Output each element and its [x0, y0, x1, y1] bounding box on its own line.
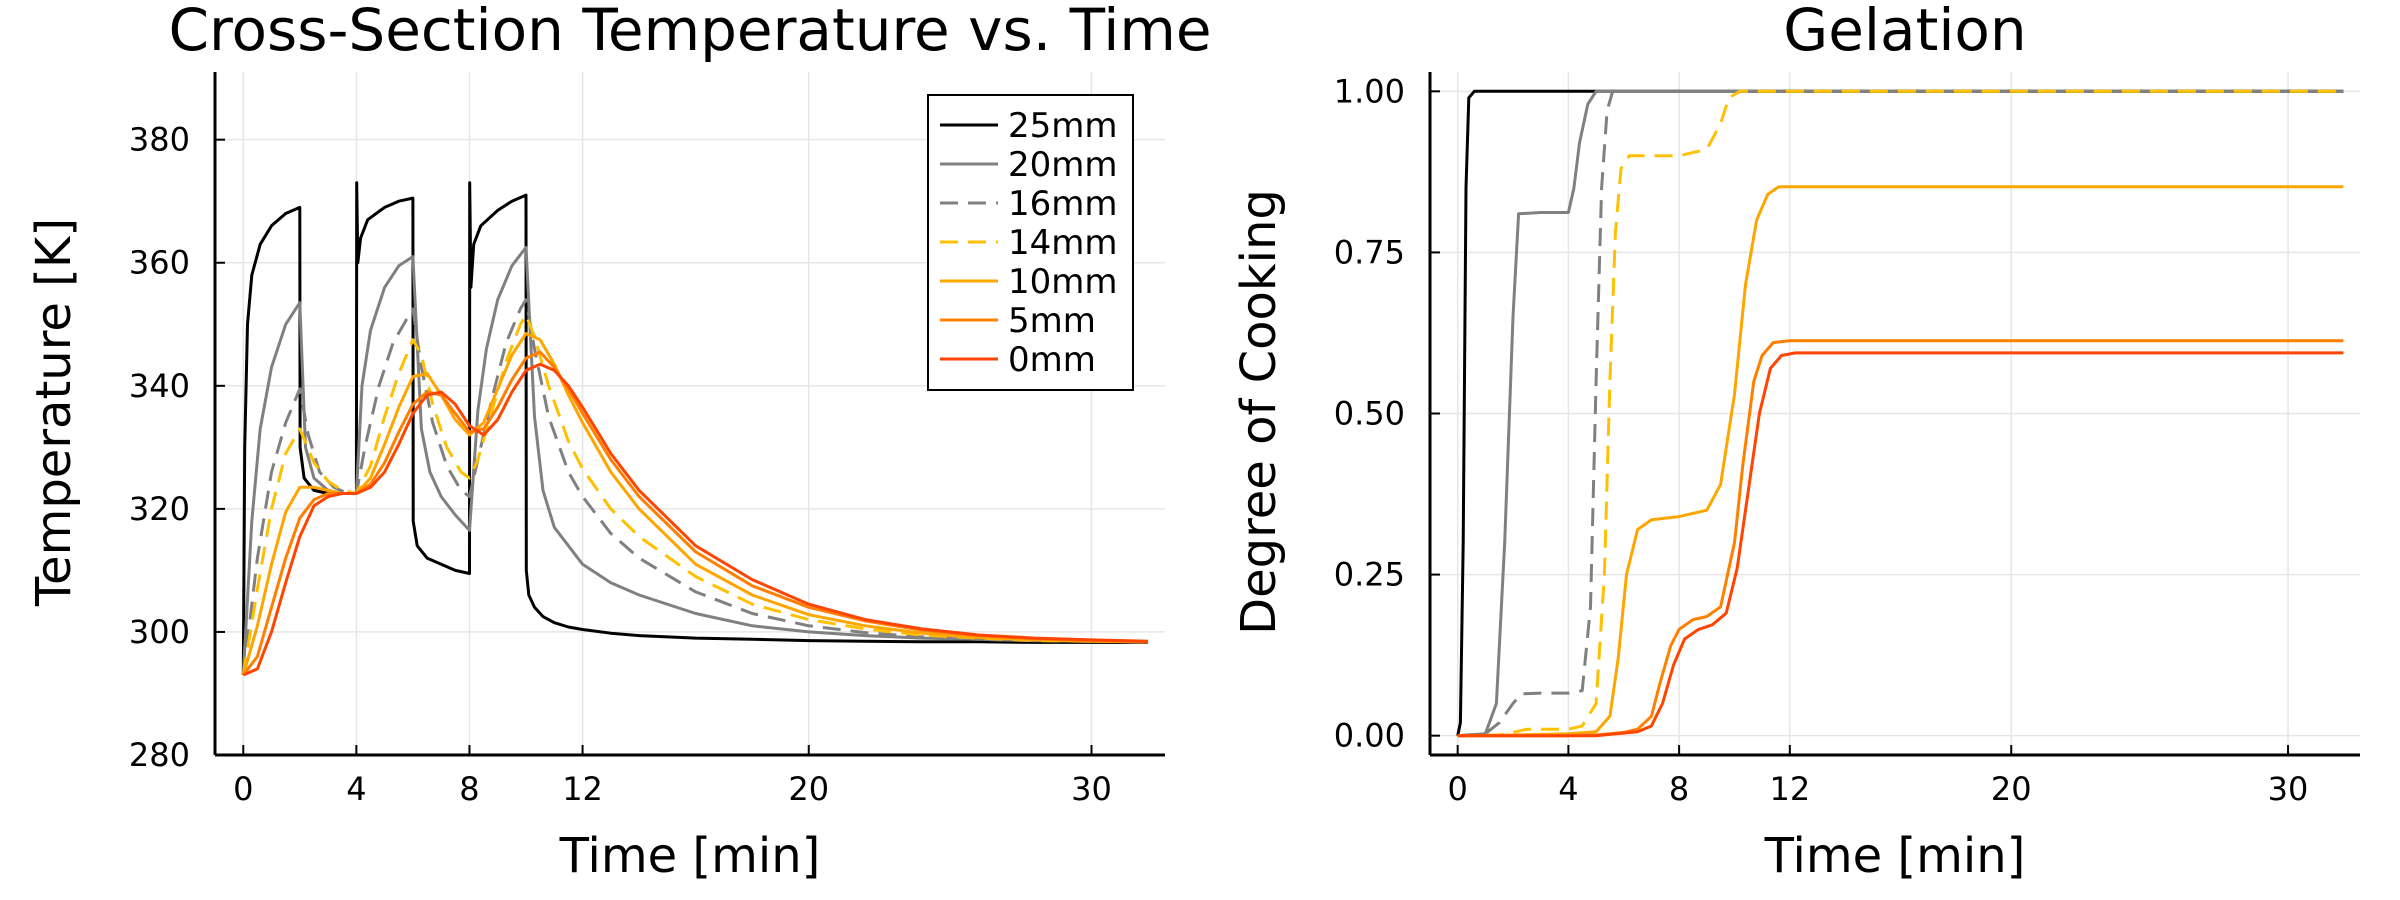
series-line-0mm: [1457, 351, 2344, 738]
y-tick-label: 300: [129, 613, 190, 651]
x-tick-label: 8: [459, 770, 479, 808]
x-tick-label: 30: [1071, 770, 1112, 808]
series-line-16mm: [1457, 89, 2344, 738]
series-line-20mm: [241, 245, 1149, 676]
x-axis-label: Time [min]: [559, 828, 821, 884]
series-line-10mm: [1457, 185, 2344, 738]
x-tick-label: 30: [2268, 770, 2309, 808]
legend-label-16mm: 16mm: [1008, 184, 1118, 224]
y-tick-label: 360: [129, 244, 190, 282]
series-line-25mm: [1456, 89, 2344, 737]
x-axis-label: Time [min]: [1764, 828, 2026, 884]
y-tick-label: 0.50: [1334, 395, 1405, 433]
x-tick-label: 20: [788, 770, 829, 808]
y-tick-label: 1.00: [1334, 72, 1405, 110]
y-tick-label: 0.75: [1334, 233, 1405, 271]
x-tick-label: 0: [1447, 770, 1467, 808]
x-tick-label: 8: [1669, 770, 1689, 808]
y-tick-label: 0.00: [1334, 717, 1405, 755]
series-line-5mm: [242, 350, 1149, 676]
legend-label-5mm: 5mm: [1008, 301, 1096, 341]
y-tick-label: 340: [129, 367, 190, 405]
y-tick-label: 320: [129, 490, 190, 528]
y-axis-label: Degree of Cooking: [1231, 189, 1287, 635]
chart-panel-2: 0 4 8 12 20 30 0.00 0.25 0.50 0.75 1.00 Gelation Tim…: [1231, 0, 2360, 884]
y-tick-label: 280: [129, 736, 190, 774]
y-axis-label: Temperature [K]: [26, 218, 82, 607]
x-tick-label: 12: [562, 770, 603, 808]
series-line-10mm: [241, 332, 1149, 676]
legend-label-10mm: 10mm: [1008, 262, 1118, 302]
legend-label-14mm: 14mm: [1008, 223, 1118, 263]
series-line-16mm: [241, 298, 1149, 676]
series-line-20mm: [1457, 89, 2344, 738]
legend-label-25mm: 25mm: [1008, 106, 1118, 146]
series-line-25mm: [241, 181, 1148, 676]
legend-label-20mm: 20mm: [1008, 145, 1118, 185]
series-line-0mm: [242, 362, 1149, 677]
x-tick-label: 20: [1991, 770, 2032, 808]
chart-title: Cross-Section Temperature vs. Time: [168, 0, 1211, 64]
y-tick-label: 380: [129, 121, 190, 159]
series-line-5mm: [1457, 339, 2344, 738]
x-tick-label: 4: [1558, 770, 1578, 808]
x-tick-label: 0: [233, 770, 253, 808]
chart-panel-1: 0 4 8 12 20 30 280 300 320 340 360 380 Cross-Section…: [26, 0, 1212, 884]
legend-label-0mm: 0mm: [1008, 340, 1096, 380]
legend-box: [927, 94, 1134, 391]
y-tick-label: 0.25: [1334, 556, 1405, 594]
x-tick-label: 12: [1769, 770, 1810, 808]
series-line-14mm: [1457, 89, 2344, 738]
x-tick-label: 4: [346, 770, 366, 808]
chart-title: Gelation: [1783, 0, 2026, 64]
